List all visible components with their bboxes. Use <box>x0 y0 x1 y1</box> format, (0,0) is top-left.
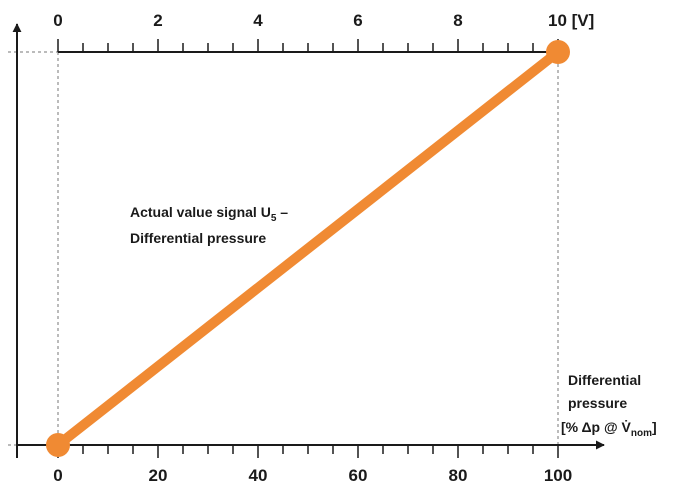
series-annotation-line1: Actual value signal U5 – <box>130 204 288 224</box>
top-tick-label: 0 <box>53 11 62 30</box>
top-tick-label: 8 <box>453 11 462 30</box>
top-tick-label: 4 <box>253 11 263 30</box>
x-axis-label-line1: Differential <box>568 372 641 388</box>
x-axis-label-line2: pressure <box>568 395 627 411</box>
series-line <box>53 47 563 450</box>
top-tick-label: 2 <box>153 11 162 30</box>
bottom-tick-label: 20 <box>149 466 168 485</box>
x-axis-label-unit: [% Δp @ V̇nom] <box>561 419 657 439</box>
top-tick-label: 6 <box>353 11 362 30</box>
bottom-tick-label: 60 <box>349 466 368 485</box>
bottom-tick-label: 40 <box>249 466 268 485</box>
series-point <box>46 433 70 457</box>
annotation-subscript: 5 <box>271 213 277 224</box>
top-tick-label: 10 [V] <box>548 11 594 30</box>
series-annotation-line2: Differential pressure <box>130 230 266 246</box>
bottom-tick-label: 80 <box>449 466 468 485</box>
bottom-tick-label: 0 <box>53 466 62 485</box>
series-layer <box>46 40 570 457</box>
x-axis-label-subscript: nom <box>631 428 652 439</box>
bottom-ticks: 0 20 40 60 80 100 <box>53 445 572 485</box>
bottom-tick-label: 100 <box>544 466 572 485</box>
series-point <box>546 40 570 64</box>
top-ticks: 0 2 4 6 8 10 [V] <box>53 11 594 52</box>
